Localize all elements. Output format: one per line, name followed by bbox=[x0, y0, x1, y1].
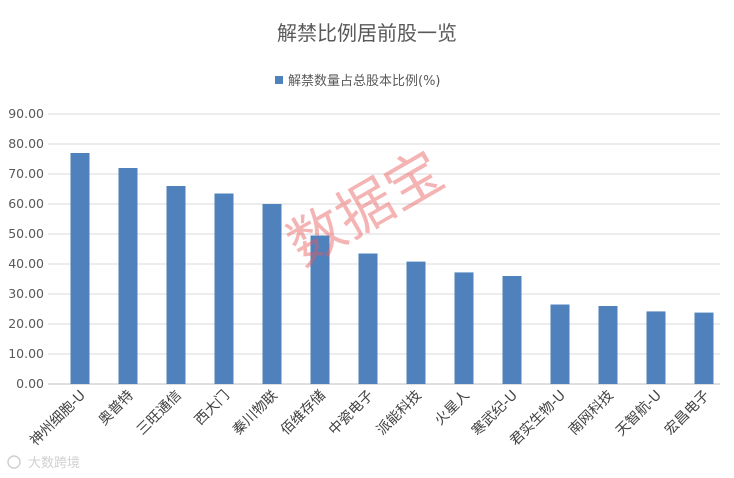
logo: 大数跨境 bbox=[7, 455, 80, 471]
x-category-label: 西大门 bbox=[192, 388, 233, 429]
x-category-label: 奥普特 bbox=[95, 387, 137, 429]
logo-icon bbox=[7, 455, 21, 469]
bar bbox=[70, 153, 90, 384]
y-tick-label: 0.00 bbox=[16, 376, 44, 391]
bars bbox=[70, 153, 714, 384]
bar bbox=[406, 261, 426, 384]
x-category-label: 天智航-U bbox=[613, 388, 665, 440]
bar bbox=[310, 235, 330, 384]
bar bbox=[502, 276, 522, 384]
bar bbox=[550, 304, 570, 384]
x-category-label: 神州细胞-U bbox=[27, 388, 89, 450]
x-category-label: 秦川物联 bbox=[230, 388, 281, 439]
bar bbox=[454, 272, 474, 384]
bar bbox=[118, 168, 138, 384]
y-tick-label: 20.00 bbox=[8, 316, 44, 331]
y-tick-label: 40.00 bbox=[8, 256, 44, 271]
x-category-label: 南网科技 bbox=[566, 388, 617, 439]
x-category-label: 宏昌电子 bbox=[662, 388, 713, 439]
y-tick-label: 60.00 bbox=[8, 196, 44, 211]
y-tick-label: 30.00 bbox=[8, 286, 44, 301]
x-category-label: 佰维存储 bbox=[278, 388, 329, 439]
bar bbox=[598, 306, 618, 384]
y-tick-label: 50.00 bbox=[8, 226, 44, 241]
x-category-label: 中瓷电子 bbox=[326, 388, 377, 439]
y-tick-label: 90.00 bbox=[8, 106, 44, 121]
chart-title: 解禁比例居前股一览 bbox=[277, 21, 457, 45]
legend: 解禁数量占总股本比例(%) bbox=[275, 74, 441, 89]
y-tick-label: 10.00 bbox=[8, 346, 44, 361]
x-category-label: 派能科技 bbox=[374, 388, 425, 439]
x-category-label: 三旺通信 bbox=[134, 388, 185, 439]
logo-text: 大数跨境 bbox=[28, 456, 80, 471]
y-tick-label: 80.00 bbox=[8, 136, 44, 151]
bar bbox=[214, 193, 234, 384]
bar bbox=[358, 253, 378, 384]
bar bbox=[262, 204, 282, 384]
legend-swatch bbox=[275, 76, 283, 84]
x-category-label: 火星人 bbox=[432, 388, 473, 429]
y-tick-label: 70.00 bbox=[8, 166, 44, 181]
legend-label: 解禁数量占总股本比例(%) bbox=[288, 74, 441, 89]
bar bbox=[166, 186, 186, 384]
bar bbox=[694, 312, 714, 384]
bar bbox=[646, 311, 666, 384]
gridlines bbox=[48, 113, 720, 385]
y-axis: 0.00 10.00 20.00 30.00 40.00 50.00 60.00 70.00 8… bbox=[8, 106, 44, 391]
